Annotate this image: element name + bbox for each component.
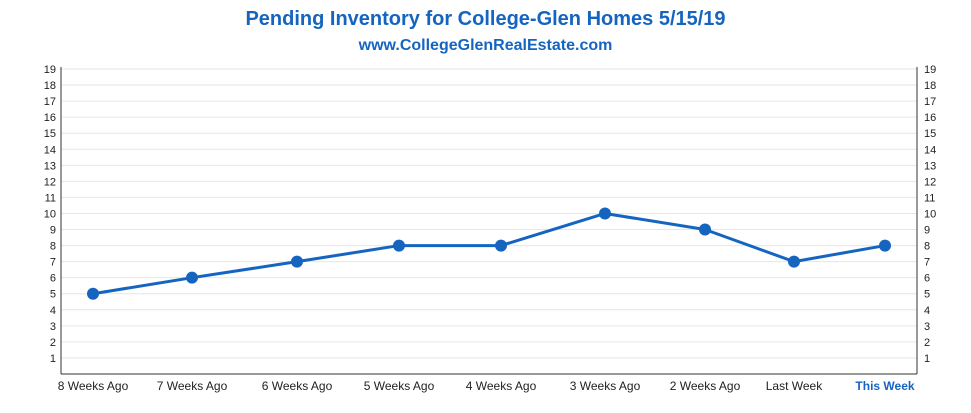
data-point — [87, 287, 99, 300]
x-tick-label: This Week — [855, 379, 914, 393]
axes — [60, 67, 918, 375]
y-tick-label: 2 — [50, 337, 56, 349]
y-tick-label: 10 — [44, 208, 56, 220]
x-tick-label: 6 Weeks Ago — [262, 379, 333, 393]
y-tick-label-right: 2 — [924, 337, 930, 349]
y-tick-label: 17 — [44, 96, 56, 108]
data-point — [879, 239, 891, 252]
data-point — [788, 255, 800, 268]
x-tick-label: 4 Weeks Ago — [466, 379, 537, 393]
y-tick-label: 15 — [44, 128, 56, 140]
data-point — [186, 271, 198, 284]
y-tick-label-right: 1 — [924, 353, 930, 365]
y-tick-label-right: 8 — [924, 241, 930, 253]
series-line — [92, 211, 886, 296]
data-point — [393, 239, 405, 252]
data-point — [599, 207, 611, 220]
y-tick-label-right: 7 — [924, 257, 930, 269]
y-tick-label-right: 13 — [924, 160, 936, 172]
y-tick-label: 18 — [44, 80, 56, 92]
y-tick-label: 8 — [50, 241, 56, 253]
y-tick-label-right: 12 — [924, 176, 936, 188]
y-tick-label-right: 14 — [924, 144, 936, 156]
y-tick-label: 11 — [45, 192, 56, 204]
y-tick-label-right: 15 — [924, 128, 936, 140]
series — [87, 207, 891, 300]
y-tick-label-right: 5 — [924, 289, 930, 301]
y-tick-label-right: 9 — [924, 225, 930, 237]
y-tick-label: 7 — [50, 257, 56, 269]
y-tick-label-right: 10 — [924, 208, 936, 220]
y-tick-label: 4 — [50, 305, 56, 317]
data-point — [291, 255, 303, 268]
y-tick-label: 6 — [50, 273, 56, 285]
data-point — [495, 239, 507, 252]
y-tick-label-right: 6 — [924, 273, 930, 285]
y-tick-label-right: 19 — [924, 64, 936, 76]
y-tick-label-right: 4 — [924, 305, 930, 317]
y-tick-label: 14 — [44, 144, 56, 156]
data-point — [699, 223, 711, 236]
x-tick-label: 5 Weeks Ago — [364, 379, 435, 393]
x-tick-label: 8 Weeks Ago — [58, 379, 129, 393]
y-tick-label-right: 16 — [924, 112, 936, 124]
y-tick-label: 19 — [44, 64, 56, 76]
y-tick-label-right: 3 — [924, 321, 930, 333]
chart-title: Pending Inventory for College-Glen Homes… — [245, 8, 726, 30]
y-tick-label: 13 — [44, 160, 56, 172]
y-tick-label: 12 — [44, 176, 56, 188]
chart-subtitle: www.CollegeGlenRealEstate.com — [358, 37, 613, 54]
y-tick-label: 9 — [50, 225, 56, 237]
x-axis-ticks: 8 Weeks Ago 7 Weeks Ago 6 Weeks Ago 5 Weeks… — [58, 379, 915, 393]
y-tick-label-right: 18 — [924, 80, 936, 92]
y-tick-label-right: 17 — [924, 96, 936, 108]
x-tick-label: 7 Weeks Ago — [157, 379, 228, 393]
y-tick-label: 16 — [44, 112, 56, 124]
x-tick-label: 3 Weeks Ago — [570, 379, 641, 393]
x-tick-label: 2 Weeks Ago — [670, 379, 741, 393]
y-tick-label: 5 — [50, 289, 56, 301]
y-tick-label: 3 — [50, 321, 56, 333]
x-tick-label: Last Week — [766, 379, 823, 393]
gridlines — [61, 68, 917, 359]
y-tick-label: 1 — [50, 353, 56, 365]
y-tick-label-right: 11 — [924, 192, 935, 204]
